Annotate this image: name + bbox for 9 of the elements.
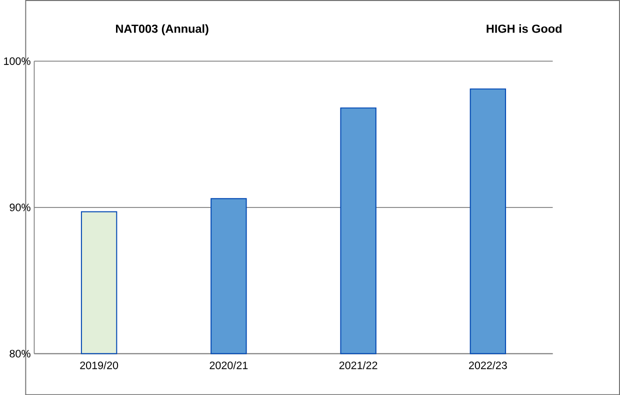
y-tick-label: 80%	[10, 350, 30, 358]
x-tick-label: 2021/22	[339, 361, 378, 370]
x-tick-label: 2022/23	[469, 361, 507, 370]
x-tick-label: 2019/20	[80, 361, 118, 370]
y-tick-label: 90%	[10, 203, 30, 212]
x-tick-label: 2020/21	[210, 361, 248, 370]
text: HIGH is Good	[486, 24, 562, 33]
y-tick-label: 100%	[4, 57, 30, 65]
chart-title: NAT003 (Annual)	[116, 24, 208, 36]
